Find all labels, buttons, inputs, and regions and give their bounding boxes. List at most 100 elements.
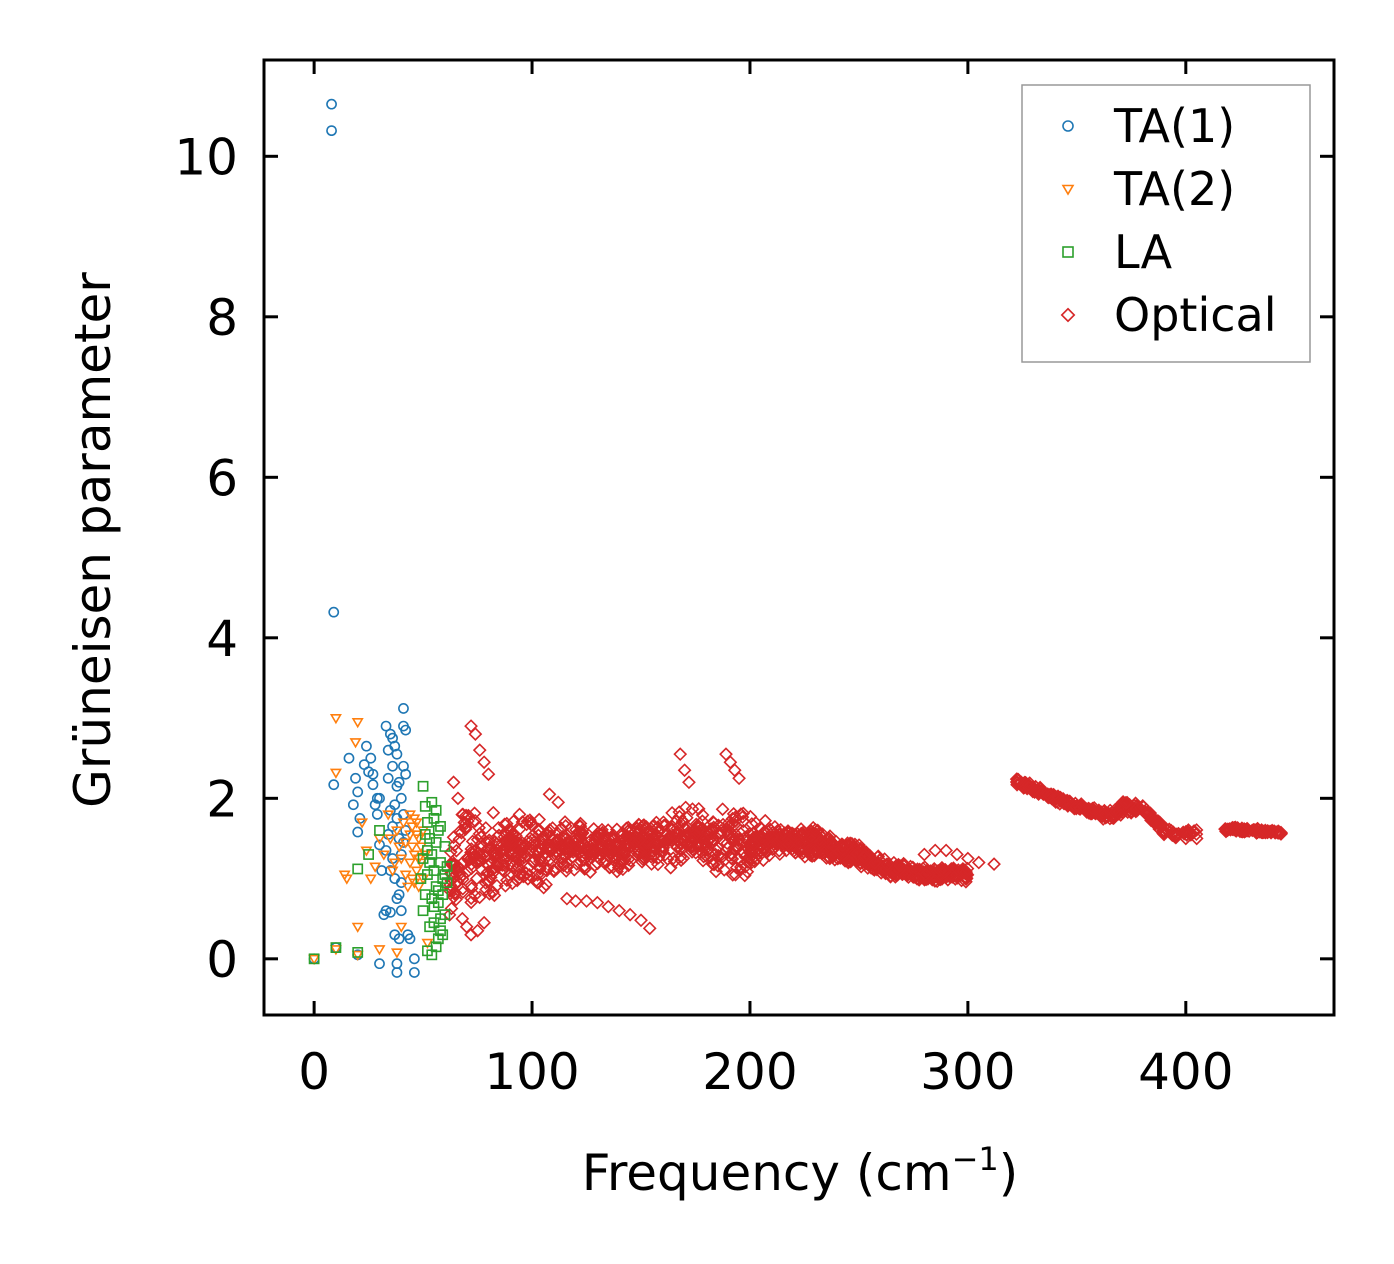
legend-marker-ta-2- — [1061, 184, 1075, 196]
point-optical — [468, 813, 483, 828]
point-optical — [612, 903, 627, 918]
point-optical — [455, 855, 470, 870]
point-optical — [547, 864, 561, 879]
point-optical — [911, 871, 926, 886]
point-la — [417, 780, 429, 792]
point-optical — [492, 828, 506, 843]
point-optical — [554, 851, 569, 866]
point-optical — [794, 822, 808, 836]
point-optical — [464, 881, 479, 896]
point-optical — [685, 802, 700, 816]
point-ta-1- — [365, 752, 377, 764]
point-optical — [558, 815, 572, 829]
point-optical — [701, 843, 716, 857]
point-ta-2- — [329, 945, 342, 956]
point-optical — [753, 838, 767, 853]
point-optical — [1068, 799, 1083, 814]
point-ta-1- — [361, 740, 372, 752]
point-optical — [530, 875, 545, 890]
point-optical — [1085, 801, 1100, 816]
point-optical — [527, 846, 542, 861]
point-optical — [928, 874, 942, 888]
point-optical — [510, 859, 525, 874]
point-optical — [801, 845, 816, 860]
point-optical — [1021, 777, 1036, 792]
point-optical — [447, 838, 462, 853]
point-la — [417, 905, 429, 917]
point-optical — [551, 795, 566, 810]
point-ta-1- — [374, 839, 385, 851]
point-optical — [468, 848, 483, 862]
point-la — [428, 812, 440, 824]
point-optical — [743, 856, 758, 871]
point-optical — [486, 805, 501, 820]
point-ta-2- — [329, 768, 342, 779]
point-la — [439, 841, 451, 852]
point-optical — [853, 856, 868, 871]
point-optical — [603, 860, 617, 875]
point-optical — [1254, 825, 1269, 839]
point-ta-2- — [410, 866, 423, 877]
point-optical — [1240, 823, 1254, 838]
point-optical — [602, 836, 617, 851]
point-ta-1- — [374, 792, 385, 804]
point-optical — [559, 835, 574, 850]
point-optical — [542, 787, 557, 802]
point-la — [308, 953, 320, 965]
point-optical — [559, 840, 574, 855]
point-optical — [825, 846, 840, 861]
point-optical — [499, 873, 514, 888]
point-optical — [950, 847, 964, 862]
point-ta-2- — [388, 858, 401, 869]
point-optical — [454, 825, 469, 840]
legend-marker-la — [1062, 246, 1074, 258]
point-optical — [900, 865, 914, 880]
point-optical — [531, 845, 545, 860]
point-optical — [477, 755, 491, 770]
point-optical — [646, 838, 661, 853]
point-optical — [674, 837, 689, 852]
point-optical — [1073, 801, 1088, 815]
point-ta-1- — [404, 933, 416, 945]
point-optical — [519, 817, 534, 832]
point-ta-1- — [408, 967, 420, 978]
point-optical — [677, 763, 692, 778]
point-optical — [727, 834, 741, 849]
point-optical — [582, 841, 596, 856]
point-optical — [786, 827, 801, 842]
point-optical — [593, 842, 608, 856]
point-ta-2- — [369, 862, 382, 873]
point-optical — [730, 852, 745, 867]
x-axis-title: Frequency (cm−1) — [582, 1140, 1019, 1202]
point-optical — [928, 843, 943, 858]
point-optical — [634, 913, 648, 928]
point-optical — [455, 911, 470, 926]
point-la — [435, 925, 446, 937]
point-optical — [560, 891, 574, 906]
point-optical — [695, 808, 710, 822]
point-ta-1- — [387, 760, 398, 772]
point-optical — [764, 830, 779, 844]
point-optical — [639, 836, 654, 851]
point-ta-1- — [387, 732, 398, 744]
point-ta-2- — [404, 858, 417, 869]
point-optical — [466, 851, 481, 866]
point-optical — [718, 852, 733, 867]
point-optical — [545, 821, 560, 835]
point-optical — [700, 825, 715, 840]
point-ta-2- — [406, 842, 419, 853]
point-optical — [1157, 824, 1172, 839]
point-optical — [765, 842, 780, 857]
point-optical — [497, 858, 512, 873]
point-ta-1- — [382, 772, 394, 784]
point-optical — [893, 859, 908, 873]
point-optical — [579, 894, 594, 908]
point-la — [363, 849, 375, 860]
point-ta-2- — [390, 826, 403, 837]
series-optical — [442, 719, 1289, 942]
point-optical — [446, 830, 461, 845]
point-ta-1- — [352, 826, 364, 838]
point-ta-2- — [399, 870, 412, 881]
point-optical — [946, 861, 961, 876]
